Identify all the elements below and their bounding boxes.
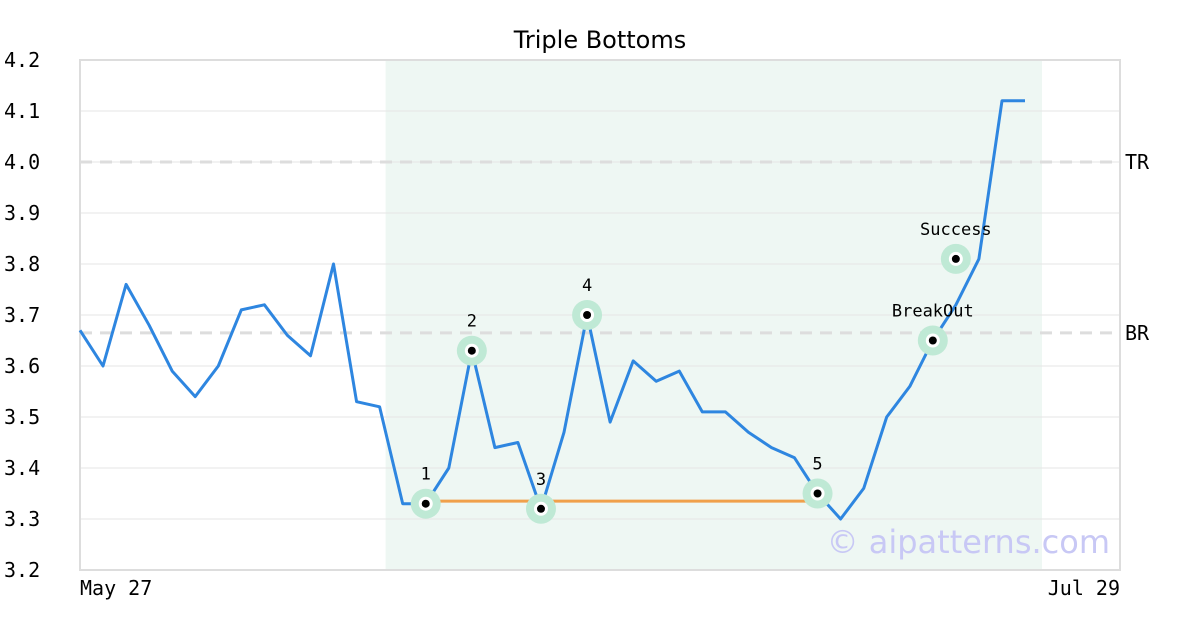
y-axis-ticks: 3.2 3.3 3.4 3.5 3.6 3.7 3.8 3.9 4.0 4.1 4.2 xyxy=(4,48,40,582)
point-marker xyxy=(813,489,822,498)
plot-frame xyxy=(79,59,1121,571)
point-label: 4 xyxy=(582,276,592,296)
point-marker xyxy=(583,311,592,319)
y-tick-label: 3.4 xyxy=(4,456,40,480)
reference-label-br: BR xyxy=(1125,321,1150,345)
y-tick-label: 4.0 xyxy=(4,150,40,174)
y-tick-label: 3.3 xyxy=(4,507,40,531)
pattern-points: 1 2 3 4 5 BreakOut Success xyxy=(410,220,992,524)
reference-lines: TR BR xyxy=(80,150,1150,345)
y-tick-label: 3.6 xyxy=(4,354,40,378)
point-label: 2 xyxy=(467,312,477,332)
y-tick-label: 3.5 xyxy=(4,405,40,429)
point-label: 3 xyxy=(536,470,546,490)
watermark: © aipatterns.com xyxy=(827,523,1110,561)
point-label: Success xyxy=(920,220,992,240)
y-tick-label: 3.9 xyxy=(4,201,40,225)
y-tick-label: 3.8 xyxy=(4,252,40,276)
x-tick-label: May 27 xyxy=(80,576,152,600)
point-label: 1 xyxy=(421,465,431,485)
series-group xyxy=(78,99,1025,521)
reference-label-tr: TR xyxy=(1125,150,1150,174)
point-marker xyxy=(928,336,937,345)
x-tick-label: Jul 29 xyxy=(1048,576,1120,600)
point-label: BreakOut xyxy=(892,302,974,322)
y-tick-label: 4.1 xyxy=(4,99,40,123)
point-marker xyxy=(536,504,545,513)
x-axis-ticks: May 27 Jul 29 xyxy=(80,576,1120,600)
price-line xyxy=(78,99,1025,521)
chart-title: Triple Bottoms xyxy=(513,26,687,54)
point-label: 5 xyxy=(812,455,822,475)
point-marker xyxy=(467,346,476,355)
y-tick-label: 3.2 xyxy=(4,558,40,582)
y-tick-label: 4.2 xyxy=(4,48,40,72)
point-marker xyxy=(421,499,430,508)
y-tick-label: 3.7 xyxy=(4,303,40,327)
point-marker xyxy=(951,254,960,263)
